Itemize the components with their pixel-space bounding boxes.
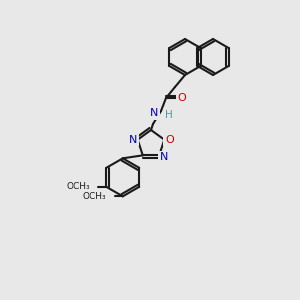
Text: OCH₃: OCH₃ (67, 182, 90, 191)
Text: O: O (165, 135, 174, 145)
Text: O: O (178, 93, 186, 103)
Text: N: N (128, 135, 137, 145)
Text: H: H (165, 110, 173, 120)
Text: N: N (150, 108, 158, 118)
Text: OCH₃: OCH₃ (83, 192, 106, 201)
Text: N: N (160, 152, 168, 162)
